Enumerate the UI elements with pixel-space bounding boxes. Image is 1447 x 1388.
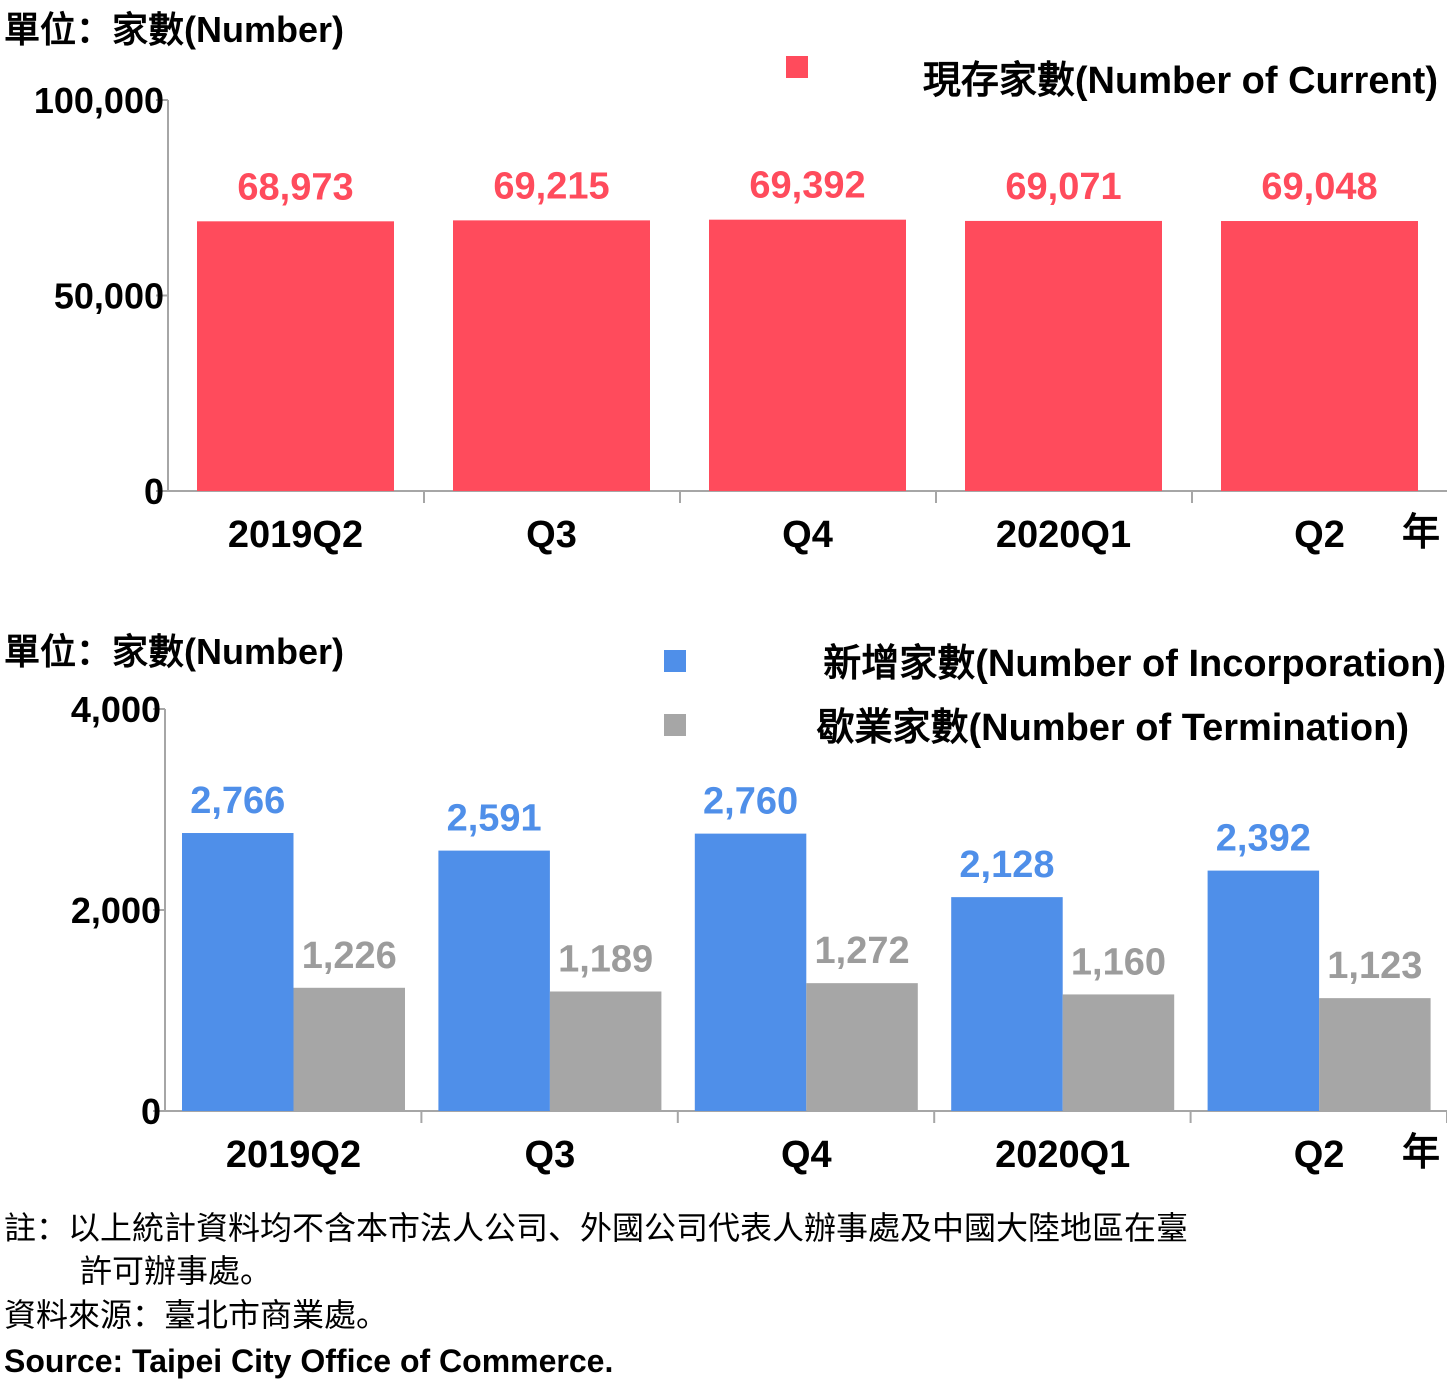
chart2-data-label: 1,189 bbox=[558, 939, 653, 981]
chart2-category-label: Q3 bbox=[525, 1134, 576, 1176]
chart1-x-suffix: 年 bbox=[1402, 512, 1440, 554]
chart2-data-label: 2,591 bbox=[447, 798, 542, 840]
chart2-bars: 2,766 1,226 2019Q2 2,591 1,189 Q3 2,760 1,272 Q4… bbox=[182, 780, 1431, 1176]
chart2-data-label: 1,160 bbox=[1071, 941, 1166, 983]
chart1-category-label: 2020Q1 bbox=[996, 514, 1131, 556]
chart2-category-label: Q2 bbox=[1294, 1134, 1345, 1176]
chart1-bars: 68,973 2019Q2 69,215 Q3 69,392 Q4 69,071 2020Q1… bbox=[197, 165, 1418, 556]
chart2-bar-series1 bbox=[438, 850, 550, 1111]
chart2-x-suffix: 年 bbox=[1402, 1132, 1440, 1174]
chart1-category-label: Q2 bbox=[1294, 514, 1345, 556]
chart1-bar-series1 bbox=[453, 220, 650, 491]
chart1-data-label: 69,071 bbox=[1005, 166, 1121, 208]
chart1-data-label: 69,215 bbox=[493, 165, 609, 207]
chart2-bar-series2 bbox=[293, 987, 405, 1111]
chart2-category-label: 2019Q2 bbox=[226, 1134, 361, 1176]
chart1-bar-series1 bbox=[1221, 221, 1418, 491]
chart2-data-label: 2,766 bbox=[190, 780, 285, 822]
notes: 註：以上統計資料均不含本市法人公司、外國公司代表人辦事處及中國大陸地區在臺 許可… bbox=[4, 1210, 1188, 1379]
legend-label-current: 現存家數(Number of Current) bbox=[923, 60, 1438, 102]
chart1-y-tick-label: 100,000 bbox=[34, 80, 164, 121]
chart2-y-tick-label: 4,000 bbox=[71, 689, 161, 730]
chart1-y-tick-label: 0 bbox=[144, 471, 164, 512]
chart1-unit-label: 單位：家數(Number) bbox=[4, 9, 344, 50]
legend-swatch-termination bbox=[664, 714, 686, 736]
chart2-data-label: 2,392 bbox=[1216, 818, 1311, 860]
chart2-y-tick-label: 2,000 bbox=[71, 890, 161, 931]
chart1-bar-series1 bbox=[197, 221, 394, 492]
legend-swatch-current bbox=[786, 56, 808, 78]
chart1-category-label: 2019Q2 bbox=[228, 514, 363, 556]
source-zh: 資料來源：臺北市商業處。 bbox=[4, 1297, 388, 1333]
chart2-data-label: 1,272 bbox=[815, 930, 910, 972]
chart2-unit-label: 單位：家數(Number) bbox=[4, 631, 344, 672]
chart-incorporation-termination: 單位：家數(Number) 新增家數(Number of Incorporati… bbox=[4, 631, 1447, 1176]
chart1-bar-series1 bbox=[709, 219, 906, 491]
chart1-data-label: 68,973 bbox=[237, 166, 353, 208]
note-line-1: 註：以上統計資料均不含本市法人公司、外國公司代表人辦事處及中國大陸地區在臺 bbox=[4, 1210, 1188, 1246]
chart1-data-label: 69,392 bbox=[749, 165, 865, 207]
chart2-bar-series2 bbox=[1062, 994, 1175, 1111]
chart2-bar-series1 bbox=[694, 833, 807, 1111]
chart2-data-label: 1,226 bbox=[302, 935, 397, 977]
chart-current: 單位：家數(Number) 現存家數(Number of Current) 0 5… bbox=[4, 9, 1447, 556]
legend-label-incorporation: 新增家數(Number of Incorporation) bbox=[823, 643, 1446, 685]
chart2-data-label: 1,123 bbox=[1327, 945, 1422, 987]
chart2-bar-series2 bbox=[806, 983, 918, 1111]
chart2-category-label: 2020Q1 bbox=[995, 1134, 1130, 1176]
chart2-data-label: 2,760 bbox=[703, 781, 798, 823]
chart2-bar-series1 bbox=[951, 897, 1063, 1111]
chart1-bar-series1 bbox=[965, 220, 1162, 492]
note-line-2: 許可辦事處。 bbox=[80, 1253, 272, 1289]
chart2-bar-series1 bbox=[182, 833, 294, 1111]
chart2-bar-series2 bbox=[549, 991, 662, 1111]
chart1-y-tick-label: 50,000 bbox=[54, 276, 164, 317]
chart2-data-label: 2,128 bbox=[959, 844, 1054, 886]
chart2-bar-series2 bbox=[1319, 998, 1431, 1111]
chart1-category-label: Q3 bbox=[526, 514, 577, 556]
source-en: Source: Taipei City Office of Commerce. bbox=[4, 1343, 613, 1379]
chart2-bar-series1 bbox=[1207, 870, 1320, 1111]
chart1-data-label: 69,048 bbox=[1261, 166, 1377, 208]
chart2-category-label: Q4 bbox=[781, 1134, 832, 1176]
legend-label-termination: 歇業家數(Number of Termination) bbox=[816, 707, 1409, 749]
chart1-category-label: Q4 bbox=[782, 514, 833, 556]
chart2-y-tick-label: 0 bbox=[141, 1091, 161, 1132]
legend-swatch-incorporation bbox=[664, 650, 686, 672]
